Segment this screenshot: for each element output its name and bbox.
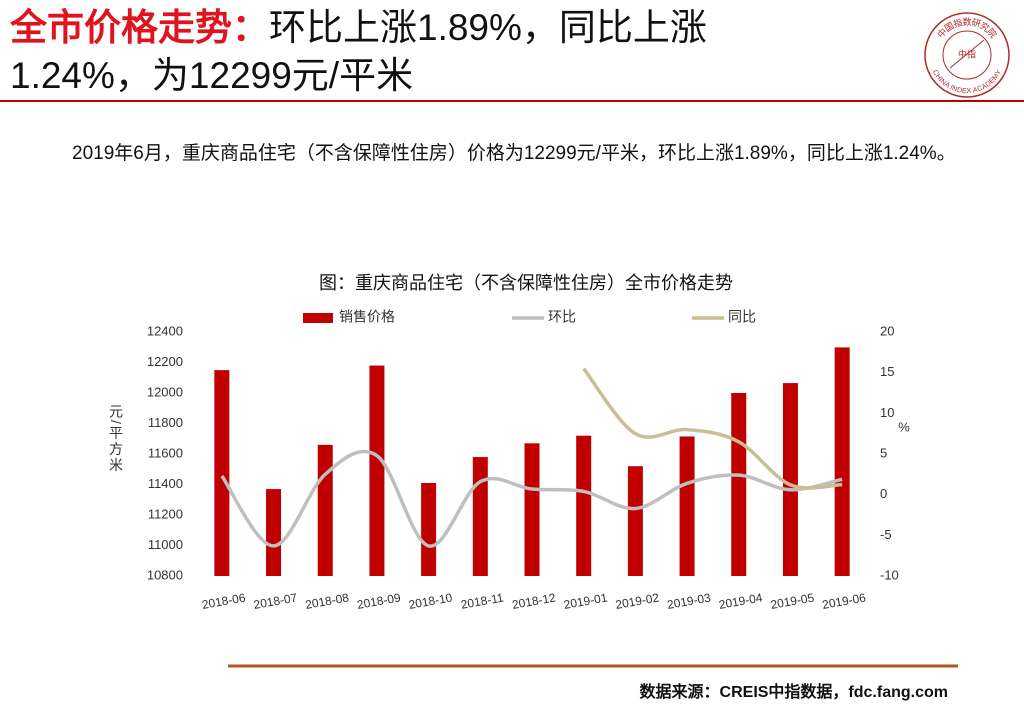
y-tick-label: 10800 [147,567,183,582]
chart-title: 图：重庆商品住宅（不含保障性住房）全市价格走势 [319,273,733,293]
x-tick-label: 2018-07 [252,590,298,611]
x-tick-label: 2019-02 [614,590,660,611]
y-tick-label: 11000 [148,537,183,552]
x-tick-label: 2019-04 [718,590,764,611]
x-tick-label: 2018-06 [201,590,247,611]
bar [524,443,540,576]
logo-text-center: 中指 [958,48,976,59]
y2-tick-label: 15 [880,364,894,379]
y2-tick-label: 5 [880,445,887,460]
y-tick-label: 12000 [147,384,183,399]
title: 环比上涨1.89%，同比上涨1.24%，为12299元/平米 [10,7,707,96]
bar [731,393,747,576]
legend-swatch [303,313,333,323]
y-tick-label: 11200 [148,506,183,521]
x-tick-label: 2019-06 [821,590,867,611]
line [220,449,843,548]
bar [317,444,333,576]
y-tick-label: 11600 [148,445,183,460]
legend-label: 销售价格 [339,309,395,325]
legend-label: 环比 [548,309,576,325]
bar [421,482,437,576]
x-tick-label: 2019-01 [563,590,609,611]
line [582,367,843,490]
x-tick-label: 2018-12 [511,590,557,611]
source: 数据来源：CREIS中指数据，fdc.fang.com [639,684,948,701]
x-tick-label: 2018-11 [460,590,505,611]
y-axis-label: 元/平方米 [108,404,124,474]
y-tick-label: 11400 [148,476,183,491]
slide-header: 全市价格走势：环比上涨1.89%，同比上涨1.24%，为12299元/平米 [10,4,840,100]
bar [782,383,798,576]
y2-tick-label: -10 [880,567,899,582]
bar [369,365,385,576]
bar [472,457,488,576]
x-tick-label: 2018-10 [408,590,454,611]
x-tick-label: 2019-05 [769,590,815,611]
bar [214,370,230,576]
y-tick-label: 12400 [147,323,183,338]
logo: 中国指数研究院 CHINA INDEX ACADEMY 中指 [924,12,1010,98]
y-tick-label: 11800 [148,415,183,430]
bar [834,347,850,576]
paragraph: 2019年6月，重庆商品住宅（不含保障性住房）价格为12299元/平米，环比上涨… [72,143,956,164]
bar [679,436,695,576]
bar [266,489,282,576]
y2-tick-label: 20 [880,323,894,338]
legend-label: 同比 [728,309,756,325]
title-highlight: 全市价格走势： [10,7,269,48]
logo-text-en: CHINA INDEX ACADEMY [931,69,1003,95]
bar [627,466,643,576]
bar [576,435,592,576]
y2-axis-label: % [898,419,910,434]
x-tick-label: 2018-09 [356,590,402,611]
y2-tick-label: 0 [880,486,887,501]
x-tick-label: 2019-03 [666,590,712,611]
y2-tick-label: -5 [880,527,892,542]
y-tick-label: 12200 [147,354,183,369]
x-tick-label: 2018-08 [304,590,350,611]
y2-tick-label: 10 [880,405,894,420]
